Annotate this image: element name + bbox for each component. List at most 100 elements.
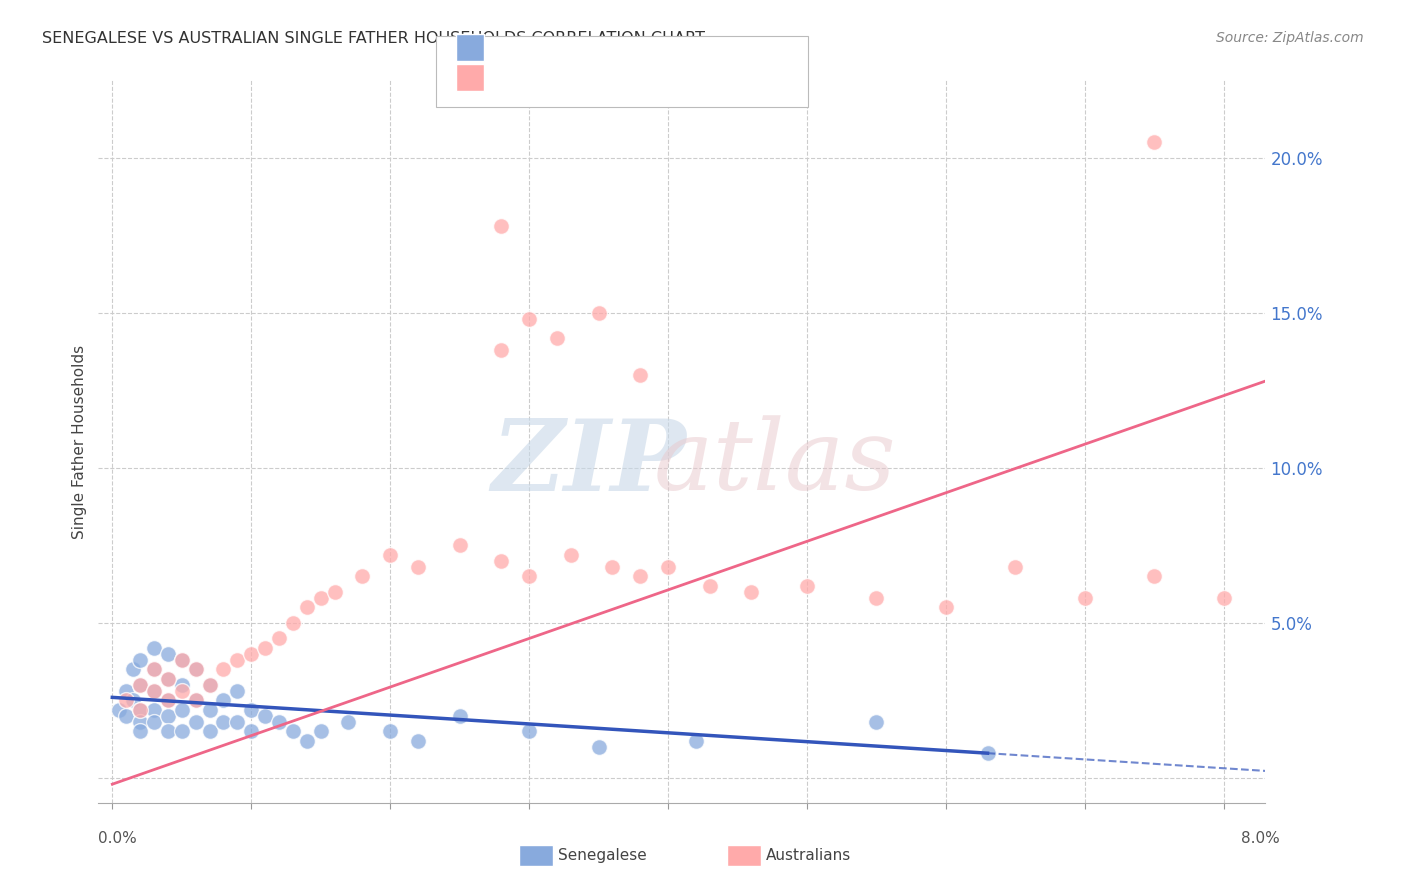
Point	[323, 585, 346, 599]
Point	[588, 739, 610, 754]
Point	[212, 715, 235, 730]
Point	[143, 663, 166, 677]
Point	[226, 653, 249, 667]
Text: N = 45: N = 45	[668, 69, 730, 87]
Text: 0.0%: 0.0%	[98, 831, 138, 846]
Point	[143, 640, 166, 655]
Point	[143, 684, 166, 698]
Point	[517, 724, 540, 739]
Point	[254, 640, 277, 655]
Point	[212, 663, 235, 677]
Point	[740, 585, 762, 599]
Point	[122, 693, 145, 707]
Point	[491, 343, 513, 357]
Point	[122, 663, 145, 677]
Point	[170, 678, 193, 692]
Point	[380, 724, 402, 739]
Point	[198, 678, 221, 692]
Point	[685, 733, 707, 747]
Point	[449, 538, 471, 552]
Point	[156, 672, 179, 686]
Point	[517, 569, 540, 583]
Point	[699, 579, 721, 593]
Point	[115, 684, 138, 698]
Point	[865, 591, 887, 606]
Point	[254, 709, 277, 723]
Point	[628, 569, 651, 583]
Point	[491, 219, 513, 233]
Point	[143, 663, 166, 677]
Point	[657, 560, 679, 574]
Text: ZIP: ZIP	[491, 415, 686, 511]
Point	[560, 548, 582, 562]
Text: Australians: Australians	[766, 848, 852, 863]
Point	[267, 715, 290, 730]
Point	[108, 703, 131, 717]
Point	[156, 693, 179, 707]
Point	[546, 331, 568, 345]
Point	[129, 715, 152, 730]
Point	[352, 569, 374, 583]
Point	[156, 724, 179, 739]
Point	[281, 615, 304, 630]
Point	[1004, 560, 1026, 574]
Point	[129, 678, 152, 692]
Point	[295, 733, 318, 747]
Point	[309, 591, 332, 606]
Point	[628, 368, 651, 382]
Point	[184, 663, 207, 677]
Point	[449, 709, 471, 723]
Point	[115, 709, 138, 723]
Point	[337, 715, 360, 730]
Point	[143, 684, 166, 698]
Point	[184, 693, 207, 707]
Point	[796, 579, 818, 593]
Point	[143, 715, 166, 730]
Text: SENEGALESE VS AUSTRALIAN SINGLE FATHER HOUSEHOLDS CORRELATION CHART: SENEGALESE VS AUSTRALIAN SINGLE FATHER H…	[42, 31, 706, 46]
Point	[309, 724, 332, 739]
Point	[976, 746, 998, 760]
Text: N = 50: N = 50	[668, 38, 730, 56]
Point	[935, 600, 957, 615]
Point	[198, 724, 221, 739]
Point	[129, 678, 152, 692]
Point	[295, 600, 318, 615]
Point	[1212, 591, 1234, 606]
Point	[129, 724, 152, 739]
Point	[184, 715, 207, 730]
Y-axis label: Single Father Households: Single Father Households	[72, 344, 87, 539]
Point	[226, 715, 249, 730]
Point	[240, 724, 263, 739]
Text: R = -0.475: R = -0.475	[492, 38, 581, 56]
Point	[226, 684, 249, 698]
Point	[198, 703, 221, 717]
Point	[198, 678, 221, 692]
Point	[170, 653, 193, 667]
Text: Source: ZipAtlas.com: Source: ZipAtlas.com	[1216, 31, 1364, 45]
Point	[156, 672, 179, 686]
Point	[115, 693, 138, 707]
Point	[156, 647, 179, 661]
Point	[267, 632, 290, 646]
Point	[170, 724, 193, 739]
Point	[156, 693, 179, 707]
Point	[129, 653, 152, 667]
Point	[184, 693, 207, 707]
Point	[129, 703, 152, 717]
Point	[170, 684, 193, 698]
Point	[1143, 136, 1166, 150]
Point	[517, 312, 540, 326]
Point	[184, 663, 207, 677]
Point	[156, 709, 179, 723]
Point	[588, 306, 610, 320]
Point	[491, 554, 513, 568]
Point	[1143, 569, 1166, 583]
Point	[170, 703, 193, 717]
Point	[1074, 591, 1097, 606]
Point	[602, 560, 624, 574]
Point	[212, 693, 235, 707]
Text: 8.0%: 8.0%	[1240, 831, 1279, 846]
Point	[143, 703, 166, 717]
Point	[406, 560, 429, 574]
Point	[865, 715, 887, 730]
